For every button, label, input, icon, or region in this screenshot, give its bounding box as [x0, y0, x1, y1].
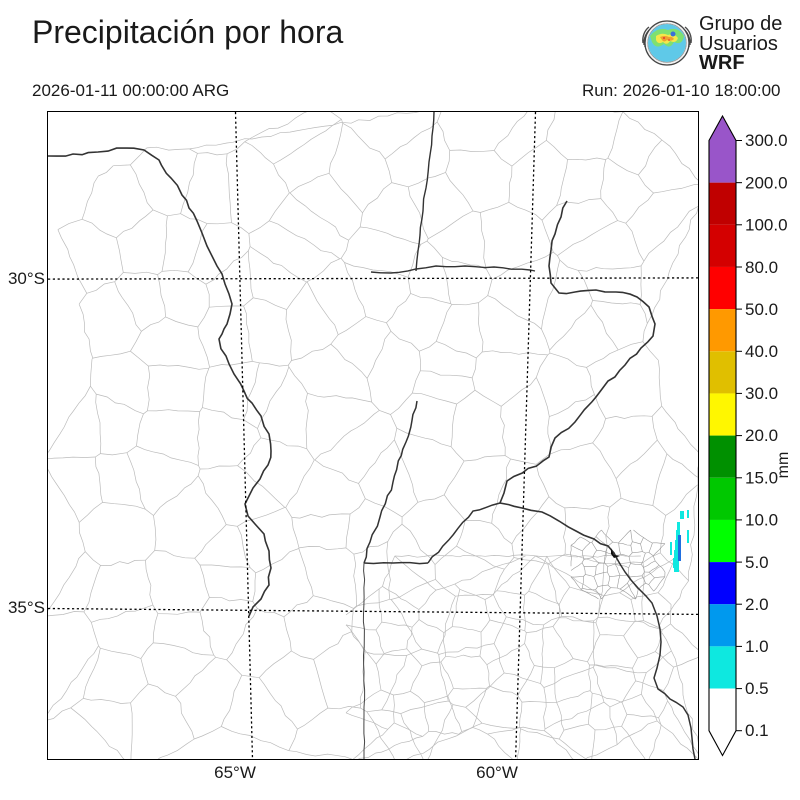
svg-text:1.0: 1.0 [745, 637, 769, 656]
svg-text:10.0: 10.0 [745, 511, 778, 530]
svg-text:5.0: 5.0 [745, 553, 769, 572]
svg-text:30.0: 30.0 [745, 384, 778, 403]
svg-text:50.0: 50.0 [745, 300, 778, 319]
svg-text:100.0: 100.0 [745, 216, 788, 235]
svg-text:mm: mm [775, 452, 792, 479]
svg-text:2.0: 2.0 [745, 595, 769, 614]
svg-text:15.0: 15.0 [745, 469, 778, 488]
svg-text:300.0: 300.0 [745, 131, 788, 150]
svg-text:200.0: 200.0 [745, 174, 788, 193]
svg-text:80.0: 80.0 [745, 258, 778, 277]
svg-text:20.0: 20.0 [745, 426, 778, 445]
svg-text:0.5: 0.5 [745, 679, 769, 698]
svg-text:40.0: 40.0 [745, 342, 778, 361]
svg-text:0.1: 0.1 [745, 721, 769, 740]
